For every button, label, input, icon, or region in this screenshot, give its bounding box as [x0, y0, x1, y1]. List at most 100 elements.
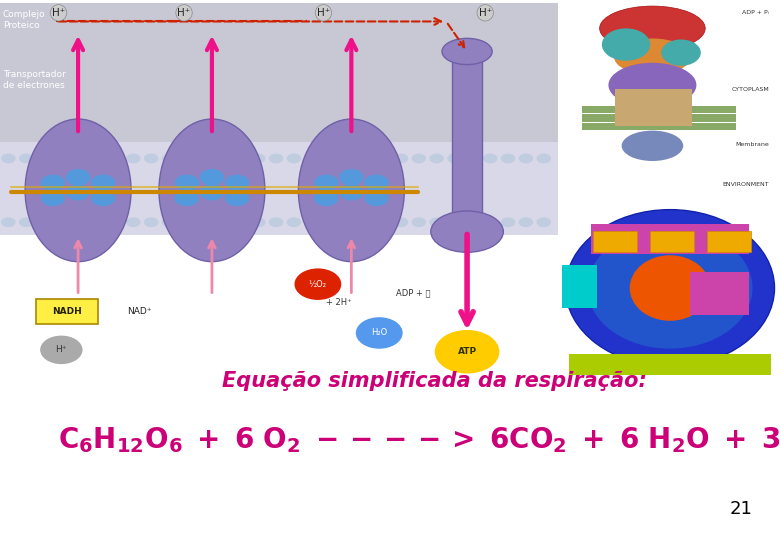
Circle shape: [41, 190, 66, 206]
Text: ENVIRONMENT: ENVIRONMENT: [722, 183, 769, 187]
Ellipse shape: [442, 38, 492, 65]
FancyBboxPatch shape: [582, 106, 736, 113]
FancyBboxPatch shape: [615, 89, 692, 126]
Circle shape: [434, 330, 499, 374]
Circle shape: [19, 153, 34, 163]
Circle shape: [537, 218, 551, 227]
Circle shape: [55, 218, 69, 227]
Circle shape: [41, 174, 66, 191]
Circle shape: [197, 218, 212, 227]
Circle shape: [225, 174, 250, 191]
Text: Transportador
de electrones: Transportador de electrones: [3, 70, 66, 90]
Circle shape: [376, 218, 390, 227]
Circle shape: [126, 218, 140, 227]
Circle shape: [233, 153, 247, 163]
Circle shape: [322, 153, 337, 163]
Circle shape: [447, 153, 462, 163]
Circle shape: [519, 218, 534, 227]
Circle shape: [144, 153, 158, 163]
Circle shape: [340, 218, 355, 227]
Circle shape: [1, 218, 16, 227]
Circle shape: [412, 218, 426, 227]
Circle shape: [161, 153, 176, 163]
Circle shape: [412, 153, 426, 163]
Circle shape: [19, 218, 34, 227]
Text: NAD⁺: NAD⁺: [127, 307, 151, 316]
Ellipse shape: [622, 131, 683, 161]
Ellipse shape: [566, 210, 775, 367]
Ellipse shape: [600, 6, 705, 51]
Circle shape: [37, 153, 51, 163]
Circle shape: [430, 153, 444, 163]
Circle shape: [215, 218, 230, 227]
Circle shape: [340, 153, 355, 163]
FancyBboxPatch shape: [582, 123, 736, 130]
Text: H⁺: H⁺: [479, 8, 492, 18]
Circle shape: [144, 218, 158, 227]
Circle shape: [358, 218, 373, 227]
Ellipse shape: [661, 39, 700, 66]
Circle shape: [175, 174, 199, 191]
Text: 21: 21: [730, 501, 753, 518]
Text: H⁺: H⁺: [55, 346, 67, 354]
Circle shape: [91, 190, 115, 206]
FancyBboxPatch shape: [452, 51, 482, 232]
Circle shape: [501, 218, 516, 227]
FancyBboxPatch shape: [690, 272, 750, 315]
Circle shape: [501, 153, 516, 163]
Circle shape: [430, 218, 444, 227]
Circle shape: [1, 153, 16, 163]
Circle shape: [251, 153, 265, 163]
Ellipse shape: [25, 119, 131, 262]
Circle shape: [175, 190, 199, 206]
Text: $\mathregular{C_6H_{12}O_6}$$\mathregular{\ +\ 6\ O_2}$$\mathregular{\ ---->\ 6C: $\mathregular{C_6H_{12}O_6}$$\mathregula…: [58, 425, 780, 455]
Circle shape: [66, 169, 90, 185]
Text: Complejo
Proteico: Complejo Proteico: [3, 10, 45, 30]
Circle shape: [251, 218, 265, 227]
Circle shape: [126, 153, 140, 163]
Ellipse shape: [608, 63, 697, 107]
Circle shape: [55, 153, 69, 163]
Circle shape: [519, 153, 534, 163]
Circle shape: [37, 218, 51, 227]
Circle shape: [314, 174, 339, 191]
Circle shape: [304, 218, 319, 227]
FancyBboxPatch shape: [569, 354, 771, 375]
Circle shape: [66, 184, 90, 200]
Circle shape: [225, 190, 250, 206]
Text: H₂O: H₂O: [371, 328, 388, 338]
Circle shape: [447, 218, 462, 227]
FancyBboxPatch shape: [590, 224, 750, 254]
Text: CYTOPLASM: CYTOPLASM: [732, 87, 769, 92]
Circle shape: [465, 153, 480, 163]
FancyBboxPatch shape: [593, 231, 637, 252]
Circle shape: [233, 218, 247, 227]
Circle shape: [40, 335, 83, 364]
Text: H⁺: H⁺: [52, 8, 66, 18]
Circle shape: [339, 184, 363, 200]
Ellipse shape: [587, 227, 753, 349]
Circle shape: [295, 268, 342, 300]
FancyBboxPatch shape: [36, 299, 98, 323]
Circle shape: [364, 174, 388, 191]
Ellipse shape: [299, 119, 404, 262]
Ellipse shape: [614, 38, 691, 75]
Text: ADP + Pᵢ: ADP + Pᵢ: [743, 10, 769, 15]
Text: ½O₂: ½O₂: [309, 280, 327, 289]
FancyBboxPatch shape: [707, 231, 751, 252]
FancyBboxPatch shape: [651, 231, 694, 252]
Ellipse shape: [431, 211, 503, 252]
Circle shape: [394, 218, 408, 227]
Circle shape: [630, 256, 710, 320]
Circle shape: [394, 153, 408, 163]
Circle shape: [287, 218, 301, 227]
Circle shape: [108, 218, 122, 227]
Circle shape: [465, 218, 480, 227]
FancyBboxPatch shape: [582, 114, 736, 122]
Circle shape: [200, 169, 224, 185]
Circle shape: [304, 153, 319, 163]
FancyBboxPatch shape: [562, 265, 597, 308]
Ellipse shape: [602, 28, 651, 60]
Circle shape: [314, 190, 339, 206]
Circle shape: [269, 218, 283, 227]
